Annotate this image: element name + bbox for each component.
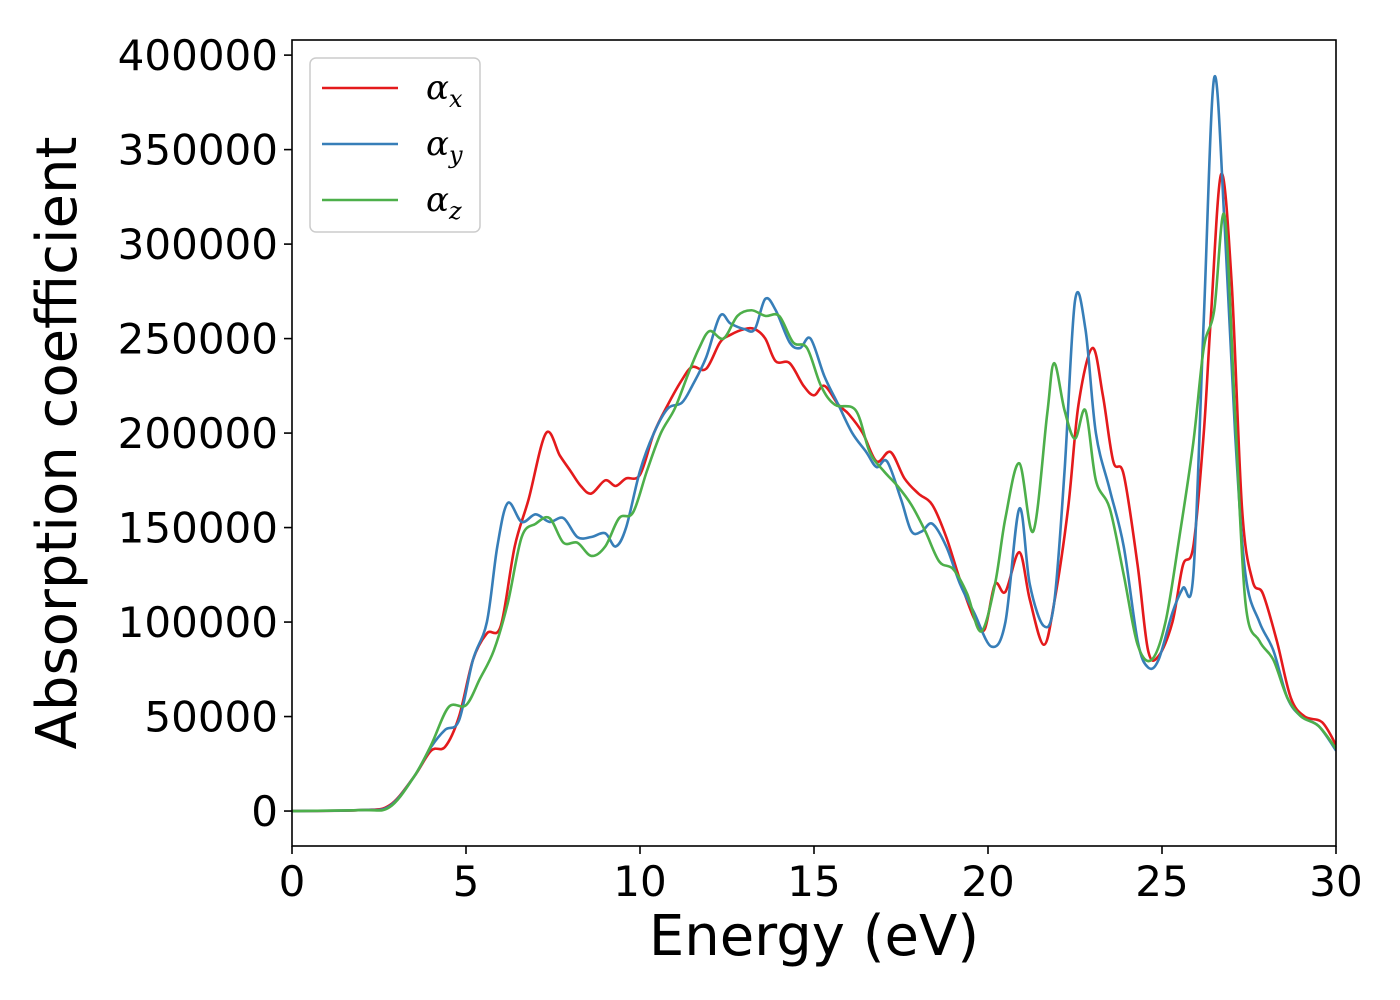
y-tick-label: 300000 [118, 220, 278, 269]
x-tick-label: 15 [787, 857, 840, 906]
x-tick-label: 5 [453, 857, 480, 906]
series-line-x [292, 172, 1336, 813]
y-axis-label: Absorption coefficient [25, 137, 90, 750]
y-tick-label: 400000 [118, 31, 278, 80]
y-tick-label: 150000 [118, 504, 278, 553]
y-tick-label: 50000 [144, 693, 278, 742]
y-tick-label: 100000 [118, 598, 278, 647]
x-tick-label: 20 [961, 857, 1014, 906]
x-tick-label: 25 [1135, 857, 1188, 906]
y-tick-label: 350000 [118, 126, 278, 175]
x-axis-label: Energy (eV) [649, 904, 979, 969]
y-tick-label: 0 [251, 787, 278, 836]
y-tick-label: 200000 [118, 409, 278, 458]
x-axis: 0 5 10 15 20 25 30 [279, 846, 1363, 906]
x-tick-label: 30 [1309, 857, 1362, 906]
x-tick-label: 0 [279, 857, 306, 906]
series-layer [292, 74, 1336, 813]
series-line-y [292, 74, 1336, 813]
y-axis: 0 50000 100000 150000 200000 250000 300000 3500… [118, 31, 292, 836]
x-tick-label: 10 [613, 857, 666, 906]
y-tick-label: 250000 [118, 315, 278, 364]
series-line-z [292, 212, 1336, 813]
